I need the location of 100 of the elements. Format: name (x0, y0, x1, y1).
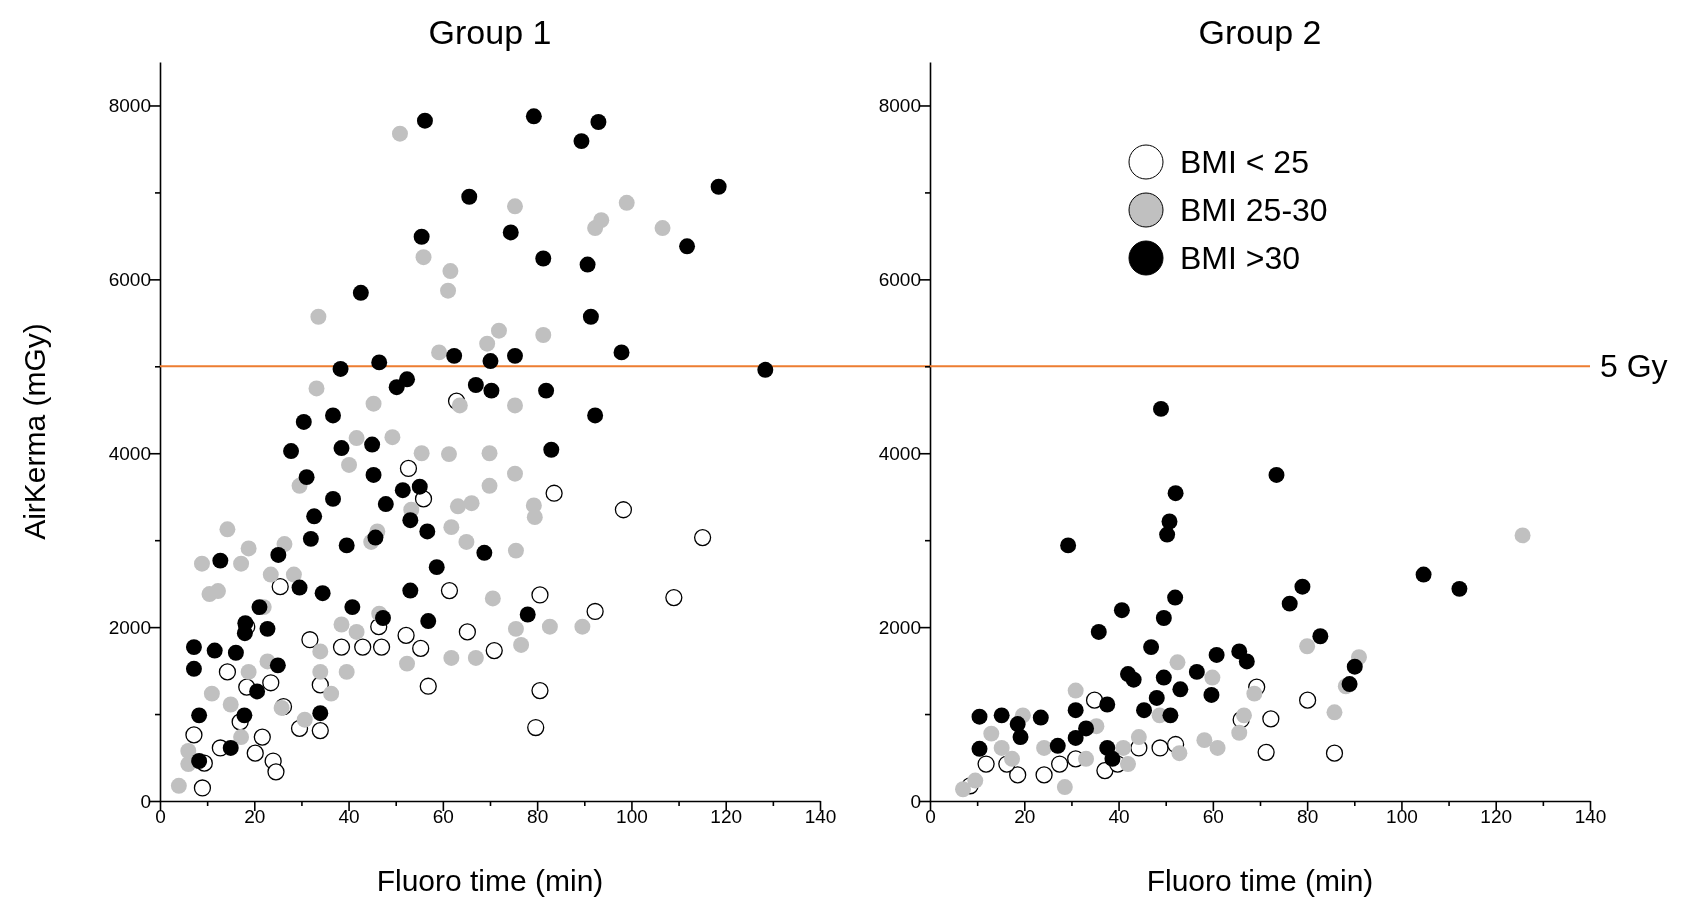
point (485, 641, 503, 660)
point (1085, 691, 1104, 709)
chart-title: Group 1 (428, 13, 552, 51)
y-tick-label: 4000 (878, 442, 921, 464)
point (971, 708, 988, 725)
point (1167, 485, 1184, 502)
point (1169, 654, 1186, 671)
point (246, 744, 264, 762)
point (1143, 639, 1160, 656)
point (1346, 658, 1363, 675)
point (1049, 737, 1066, 754)
point (614, 501, 633, 519)
x-tick-label: 60 (1202, 806, 1224, 828)
point (1120, 756, 1136, 773)
x-tick-label: 80 (527, 806, 549, 828)
point (1078, 750, 1095, 767)
point (354, 638, 372, 656)
point (1188, 663, 1205, 680)
legend-label: BMI 25-30 (1180, 192, 1328, 229)
point (271, 578, 289, 596)
point (1451, 580, 1468, 597)
point (1130, 729, 1147, 746)
point (185, 726, 203, 744)
x-axis-title: Fluoro time (min) (376, 864, 604, 897)
point (527, 718, 545, 737)
point (1312, 628, 1329, 645)
point (1067, 730, 1084, 746)
point (531, 586, 549, 604)
point (1257, 743, 1275, 761)
point (1167, 589, 1184, 606)
point (1035, 766, 1053, 784)
point (1235, 707, 1252, 724)
chart-title: Group 2 (1198, 13, 1322, 51)
point (1171, 745, 1188, 762)
point (971, 740, 988, 757)
point (1153, 400, 1169, 417)
x-tick-label: 80 (1297, 806, 1319, 828)
x-tick-label: 40 (1108, 806, 1130, 828)
point (218, 663, 237, 681)
x-tick-label: 20 (1014, 806, 1036, 828)
x-tick-label: 120 (1480, 806, 1513, 828)
x-axis-title: Fluoro time (min) (1146, 864, 1374, 897)
x-tick-label: 140 (804, 806, 837, 828)
legend-label: BMI < 25 (1180, 144, 1309, 181)
y-tick-label: 6000 (878, 268, 921, 290)
point (1155, 610, 1172, 626)
y-tick-label: 6000 (108, 268, 151, 290)
x-tick-label: 100 (1386, 806, 1418, 828)
point (311, 721, 329, 740)
point (1067, 682, 1084, 699)
point (1209, 740, 1226, 756)
point (419, 677, 437, 695)
x-tick-label: 140 (1574, 806, 1607, 828)
point (1125, 671, 1142, 688)
x-tick-label: 60 (432, 806, 454, 828)
point (1099, 696, 1116, 713)
point (1104, 750, 1121, 767)
point (1326, 704, 1343, 721)
point (1060, 537, 1077, 554)
point (531, 681, 549, 700)
point (1208, 646, 1225, 663)
point (955, 781, 971, 798)
point (1012, 729, 1029, 746)
point (1231, 724, 1248, 741)
point (665, 588, 683, 607)
point (440, 581, 459, 600)
point (1341, 676, 1358, 693)
point (1172, 681, 1189, 698)
point (1262, 710, 1280, 728)
point (983, 725, 1000, 742)
y-tick-label: 4000 (108, 442, 151, 464)
point (1009, 766, 1027, 784)
point (262, 674, 280, 692)
point (1415, 566, 1432, 583)
point (993, 740, 1010, 756)
point (1115, 740, 1132, 756)
point (1159, 526, 1176, 543)
point (1009, 716, 1026, 733)
point (1067, 702, 1084, 719)
point (1298, 691, 1317, 709)
point (1148, 690, 1165, 706)
legend-label: BMI >30 (1180, 240, 1301, 277)
point (253, 728, 271, 746)
point (1162, 707, 1179, 724)
point (693, 528, 712, 547)
point (1281, 595, 1298, 612)
point (993, 707, 1010, 724)
x-tick-label: 0 (155, 806, 166, 828)
y-tick-label: 0 (910, 790, 921, 812)
point (1078, 720, 1095, 737)
point (1268, 467, 1285, 483)
point (1161, 513, 1178, 530)
point (267, 763, 285, 781)
point (301, 631, 319, 649)
y-tick-label: 8000 (108, 95, 151, 117)
point (1113, 602, 1130, 619)
y-axis-title: AirKerma (mGy) (18, 323, 51, 540)
x-tick-label: 40 (338, 806, 360, 828)
point (1294, 578, 1311, 595)
point (545, 484, 563, 502)
